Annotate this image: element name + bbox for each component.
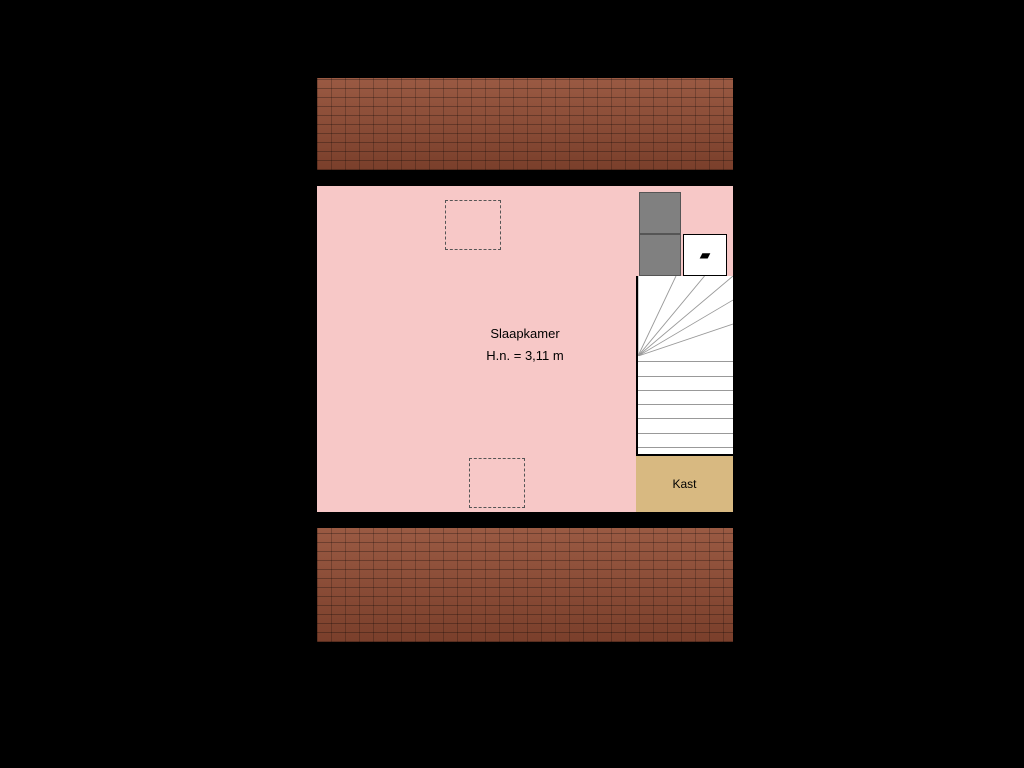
dim-value: 0.94 m [666, 698, 703, 712]
stair-step [638, 361, 733, 362]
dim-value: 5.17 m [271, 339, 285, 376]
stairwell [636, 276, 733, 454]
dim-top-overall: 5.44 m [493, 15, 550, 29]
skylight-bottom [469, 458, 525, 508]
skylight-top [445, 200, 501, 250]
outer-wall-left [315, 76, 317, 644]
dim-value: 4.41 m [299, 339, 313, 376]
appliance-glyph: ▰ [700, 247, 711, 264]
dim-bottom-right-segment: 0.94 m [656, 698, 713, 712]
appliance-box-3: ▰ [683, 234, 727, 276]
room-closet: Kast [636, 454, 733, 512]
stair-step [638, 433, 733, 434]
appliance-box-1 [639, 192, 681, 234]
dim-bottom-overall: 5.44 m [493, 726, 550, 740]
stair-step [638, 404, 733, 405]
dim-value: 1.88 m [761, 349, 775, 386]
roof-bottom [315, 526, 735, 644]
appliance-box-2 [639, 234, 681, 276]
stair-step [638, 376, 733, 377]
dim-left-inner: 4.41 m [299, 329, 313, 386]
floorplan-canvas: Slaapkamer H.n. = 3,11 m [0, 0, 1024, 768]
dim-bottom-left-segment: 4.40 m [440, 698, 497, 712]
dim-value: 4.40 m [450, 698, 487, 712]
stair-step [638, 390, 733, 391]
dim-value: 5.44 m [503, 726, 540, 740]
roof-top [315, 76, 735, 172]
room-bedroom: Slaapkamer H.n. = 3,11 m [317, 186, 733, 512]
dim-value: 5.44 m [503, 15, 540, 29]
dim-left-outer: 5.17 m [271, 329, 285, 386]
room-closet-label: Kast [672, 477, 696, 491]
stair-step [638, 418, 733, 419]
stair-step [638, 447, 733, 448]
wall-line-bottom [315, 514, 735, 524]
stair-winders [638, 276, 733, 356]
dim-right-stairwell: 1.88 m [761, 339, 775, 396]
wall-line-top [315, 174, 735, 184]
outer-wall-right [733, 76, 735, 644]
